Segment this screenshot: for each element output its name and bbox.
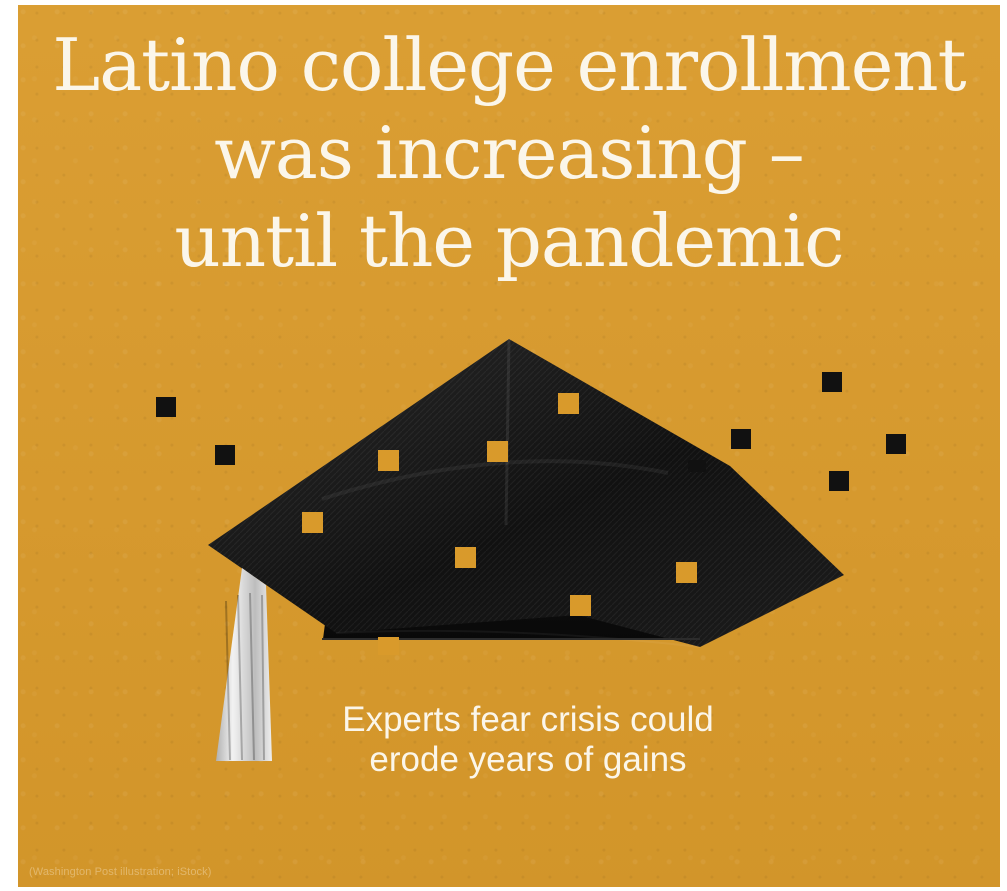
floating-square [829, 471, 849, 491]
accent-square [676, 562, 697, 583]
accent-square [302, 512, 323, 533]
accent-square [378, 450, 399, 471]
floating-square [886, 434, 906, 454]
graduation-cap-illustration [156, 338, 906, 761]
graphic-card: Latino college enrollment was increasing… [18, 5, 1000, 887]
floating-square [822, 372, 842, 392]
floating-square [156, 397, 176, 417]
accent-square [558, 393, 579, 414]
accent-square [487, 441, 508, 462]
subhead-line-2: erode years of gains [369, 740, 687, 779]
headline-line-3: until the pandemic [174, 199, 844, 283]
graduation-cap-icon [208, 338, 844, 761]
image-credit: (Washington Post illustration; iStock) [29, 866, 212, 878]
floating-square [731, 429, 751, 449]
floating-square [215, 445, 235, 465]
subhead-line-1: Experts fear crisis could [342, 700, 714, 739]
headline-line-1: Latino college enrollment [52, 23, 966, 107]
accent-square [455, 547, 476, 568]
accent-square [378, 637, 399, 655]
headline-line-2: was increasing – [214, 111, 804, 195]
subhead: Experts fear crisis could erode years of… [293, 700, 763, 780]
accent-square [570, 595, 591, 616]
floating-square [688, 460, 706, 472]
headline: Latino college enrollment was increasing… [18, 21, 1000, 285]
